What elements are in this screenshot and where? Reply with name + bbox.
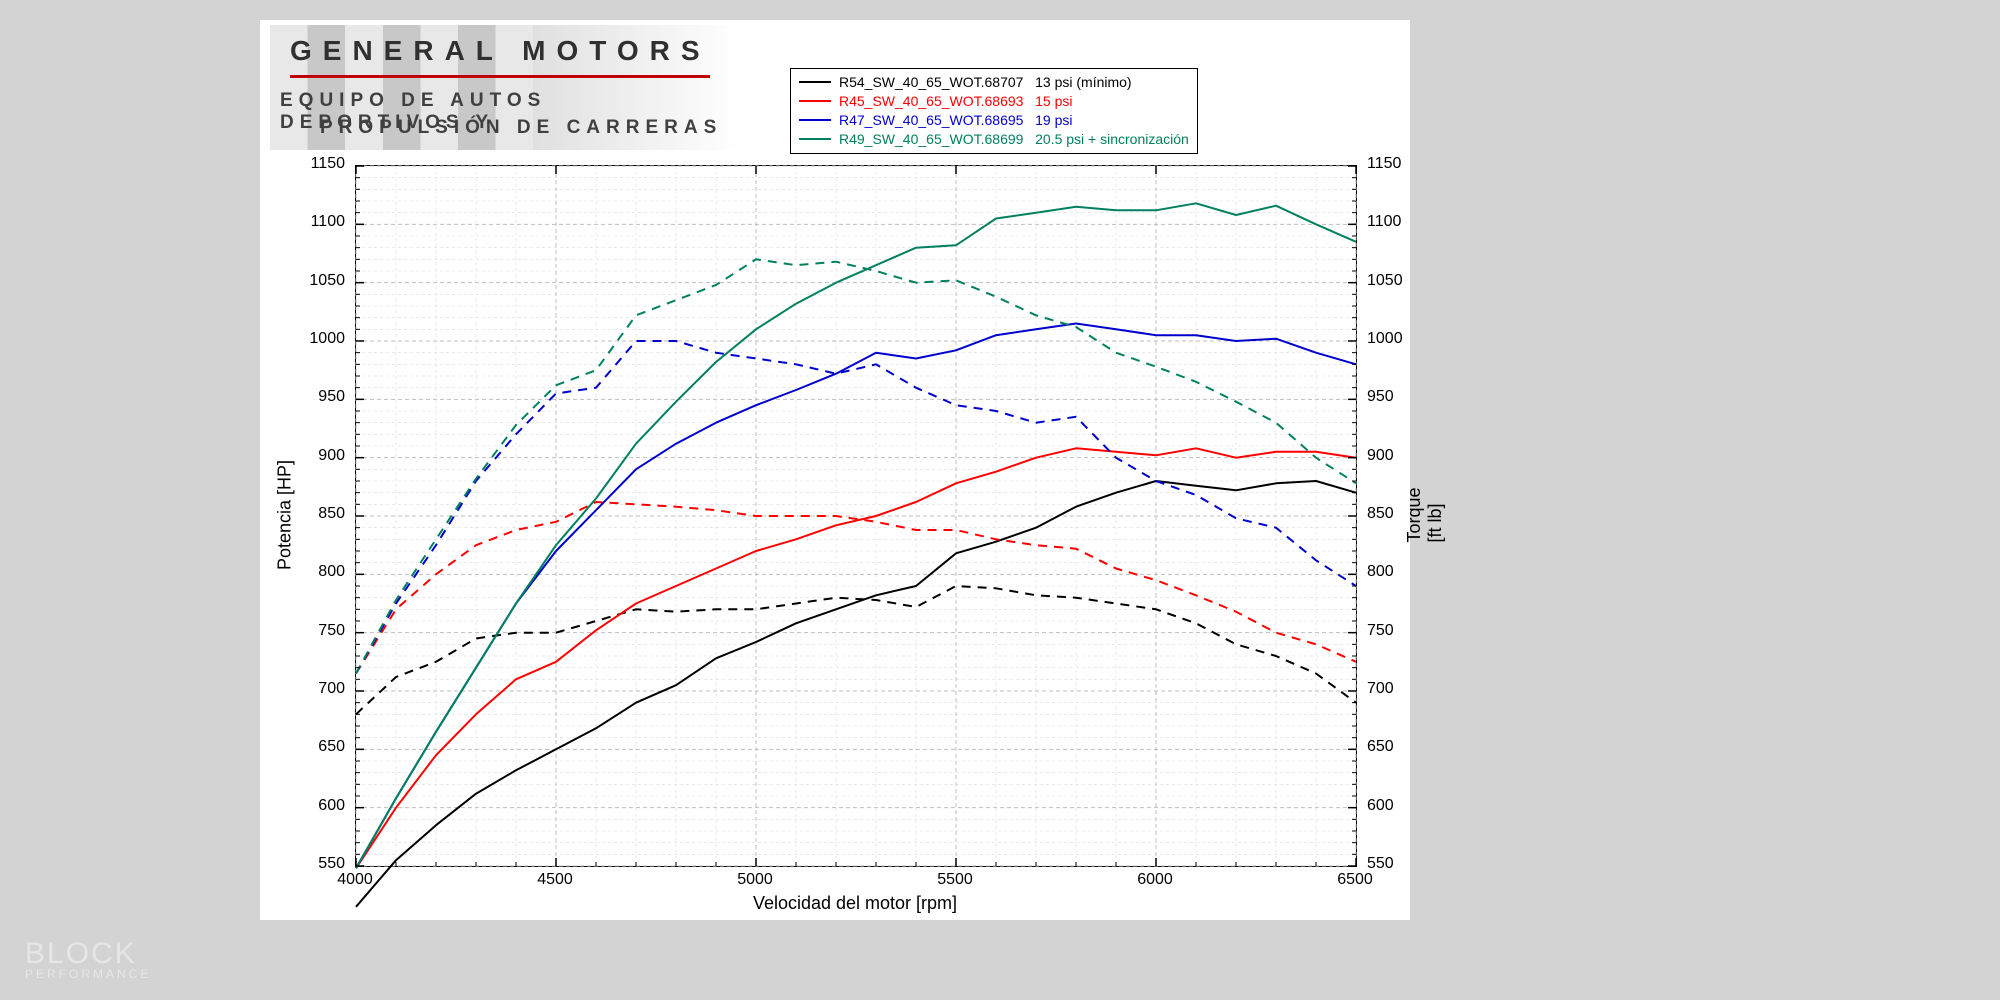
x-tick-label: 4000 xyxy=(337,871,373,889)
chart-canvas: GENERAL MOTORS EQUIPO DE AUTOS DEPORTIVO… xyxy=(260,20,1410,920)
y-tick-label-left: 700 xyxy=(318,680,345,698)
legend-row-r54: R54_SW_40_65_WOT.68707 13 psi (mínimo) xyxy=(799,73,1189,92)
y-tick-label-left: 750 xyxy=(318,622,345,640)
y-tick-label-right: 650 xyxy=(1367,738,1394,756)
y-tick-label-left: 850 xyxy=(318,505,345,523)
legend-swatch xyxy=(799,81,831,83)
y-tick-label-left: 1100 xyxy=(311,213,345,231)
y-tick-label-left: 600 xyxy=(318,797,345,815)
legend-swatch xyxy=(799,100,831,102)
y-tick-label-left: 1050 xyxy=(309,272,345,290)
y-tick-label-right: 1150 xyxy=(1367,155,1401,173)
legend-swatch xyxy=(799,119,831,121)
y-tick-label-right: 550 xyxy=(1367,855,1394,873)
y-tick-label-right: 900 xyxy=(1367,447,1394,465)
y-tick-label-left: 800 xyxy=(318,563,345,581)
y-tick-label-left: 950 xyxy=(318,388,345,406)
gm-header: GENERAL MOTORS EQUIPO DE AUTOS DEPORTIVO… xyxy=(270,25,740,150)
y-tick-label-left: 650 xyxy=(318,738,345,756)
x-tick-label: 5500 xyxy=(937,871,973,889)
legend-row-r49: R49_SW_40_65_WOT.68699 20.5 psi + sincro… xyxy=(799,130,1189,149)
header-rule xyxy=(290,75,710,78)
x-tick-label: 5000 xyxy=(737,871,773,889)
y-tick-label-left: 900 xyxy=(318,447,345,465)
legend-swatch xyxy=(799,138,831,140)
x-tick-label: 4500 xyxy=(537,871,573,889)
chart-legend: R54_SW_40_65_WOT.68707 13 psi (mínimo)R4… xyxy=(790,68,1198,154)
chart-svg xyxy=(356,166,1356,866)
y-tick-label-right: 850 xyxy=(1367,505,1394,523)
x-tick-label: 6500 xyxy=(1337,871,1373,889)
x-axis-label: Velocidad del motor [rpm] xyxy=(753,893,957,914)
watermark-line1: BLOCK xyxy=(25,940,151,967)
legend-row-r47: R47_SW_40_65_WOT.68695 19 psi xyxy=(799,111,1189,130)
legend-row-r45: R45_SW_40_65_WOT.68693 15 psi xyxy=(799,92,1189,111)
y-tick-label-right: 1100 xyxy=(1367,213,1401,231)
header-title: GENERAL MOTORS xyxy=(290,35,711,67)
y-tick-label-right: 600 xyxy=(1367,797,1394,815)
y-tick-label-right: 1050 xyxy=(1367,272,1403,290)
legend-text: R54_SW_40_65_WOT.68707 13 psi (mínimo) xyxy=(839,73,1132,92)
y-axis-label-left: Potencia [HP] xyxy=(275,460,296,570)
watermark-line2: PERFORMANCE xyxy=(25,969,151,980)
y-tick-label-left: 1000 xyxy=(309,330,345,348)
y-tick-label-right: 800 xyxy=(1367,563,1394,581)
y-tick-label-left: 550 xyxy=(318,855,345,873)
chart-plot-area xyxy=(355,165,1357,867)
legend-text: R49_SW_40_65_WOT.68699 20.5 psi + sincro… xyxy=(839,130,1189,149)
y-tick-label-right: 950 xyxy=(1367,388,1394,406)
legend-text: R47_SW_40_65_WOT.68695 19 psi xyxy=(839,111,1072,130)
legend-text: R45_SW_40_65_WOT.68693 15 psi xyxy=(839,92,1072,111)
header-sub2: PROPULSIÓN DE CARRERAS xyxy=(320,117,722,139)
y-tick-label-right: 750 xyxy=(1367,622,1394,640)
y-axis-label-right: Torque [ft lb] xyxy=(1404,487,1446,542)
y-tick-label-right: 700 xyxy=(1367,680,1394,698)
watermark-block: BLOCK PERFORMANCE xyxy=(25,940,151,980)
y-tick-label-right: 1000 xyxy=(1367,330,1403,348)
x-tick-label: 6000 xyxy=(1137,871,1173,889)
y-tick-label-left: 1150 xyxy=(311,155,345,173)
